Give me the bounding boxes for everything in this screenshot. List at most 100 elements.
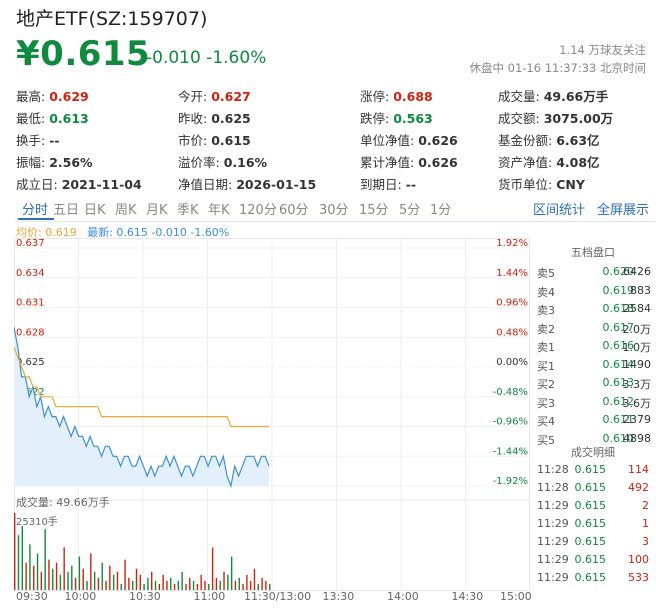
pct-tick-label: 0.96%: [496, 298, 528, 309]
quote-label: 成交额:: [498, 111, 540, 126]
volume-bar: [109, 565, 111, 590]
pct-tick-label: 0.00%: [496, 357, 528, 368]
volume-bar: [44, 529, 46, 590]
tab-11[interactable]: 5分: [399, 203, 421, 218]
quote-item: 市价: 0.615: [178, 130, 251, 149]
trade-time: 11:28: [537, 481, 569, 494]
volume-bar: [139, 574, 141, 590]
pct-tick-label: -0.96%: [493, 417, 528, 428]
tab-5[interactable]: 季K: [177, 203, 199, 218]
volume-bar: [25, 562, 27, 590]
volume-bar: [269, 583, 271, 590]
quote-label: 今开:: [178, 89, 208, 104]
tab-1[interactable]: 五日: [53, 203, 80, 218]
volume-bar: [97, 577, 100, 590]
quote-item: 今开: 0.627: [178, 86, 251, 105]
volume-bar: [265, 580, 267, 590]
x-tick-label: 09:30: [16, 590, 48, 603]
fullscreen-link[interactable]: 全屏展示: [597, 203, 650, 218]
intraday-chart[interactable]: 0.637 1.92% 0.634 1.44% 0.631 0.96% 0.628 0.48%…: [14, 238, 530, 614]
orderbook-side: 买4: [537, 415, 555, 428]
volume-bar: [204, 580, 206, 590]
current-price: ¥0.615: [16, 34, 151, 74]
orderbook-header: 五档盘口: [571, 246, 615, 259]
quote-item: 基金份额: 6.63亿: [498, 130, 600, 149]
tab-2[interactable]: 日K: [84, 203, 106, 218]
tab-3[interactable]: 周K: [115, 203, 137, 218]
quote-item: 振幅: 2.56%: [16, 152, 93, 171]
volume-bar: [82, 568, 84, 590]
tab-8[interactable]: 60分: [279, 203, 309, 218]
trade-time: 11:29: [537, 517, 569, 530]
followers-count[interactable]: 1.14 万球友关注: [559, 43, 646, 57]
volume-bar: [74, 577, 77, 590]
volume-bar: [238, 577, 240, 590]
quote-item: 成立日: 2021-11-04: [16, 174, 142, 193]
range-stats-link[interactable]: 区间统计: [533, 203, 586, 218]
pct-tick-label: 1.44%: [496, 268, 528, 279]
orderbook-volume: 6426: [623, 265, 651, 278]
quote-item: 货币单位: CNY: [498, 174, 585, 193]
x-tick-label: 10:30: [129, 590, 161, 603]
pct-tick-label: -0.48%: [493, 387, 528, 398]
x-tick-label: 13:30: [322, 590, 355, 603]
volume-bar: [55, 562, 58, 590]
trade-volume: 1: [642, 517, 649, 530]
quote-item: 涨停: 0.688: [360, 86, 433, 105]
tab-9[interactable]: 30分: [319, 203, 349, 218]
x-tick-label: 14:30: [451, 590, 484, 603]
trade-volume: 114: [628, 463, 649, 476]
x-tick-label: 14:00: [387, 590, 419, 603]
trade-time: 11:29: [537, 553, 569, 566]
quote-item: 成交量: 49.66万手: [498, 86, 608, 105]
orderbook-side: 买1: [537, 359, 555, 373]
tab-12[interactable]: 1分: [430, 203, 452, 218]
tab-6[interactable]: 年K: [208, 203, 230, 218]
orderbook-price: 0.614: [602, 357, 635, 371]
volume-info: 成交量: 49.66万手: [16, 496, 110, 509]
quote-item: 换手: --: [16, 130, 60, 149]
volume-bar: [211, 547, 214, 590]
volume-bar: [135, 568, 138, 590]
tab-10[interactable]: 15分: [359, 203, 389, 218]
quote-item: 昨收: 0.625: [178, 108, 251, 127]
volume-bar: [173, 583, 176, 590]
volume-bar: [101, 562, 103, 590]
volume-bar: [196, 583, 199, 590]
volume-bar: [116, 571, 119, 590]
latest-price-legend: 最新: 0.615 -0.010 -1.60%: [87, 226, 230, 239]
volume-bar: [90, 553, 92, 590]
orderbook-volume: 2.0万: [622, 322, 652, 336]
quote-label: 单位净值:: [360, 133, 415, 148]
orderbook-side: 买5: [537, 433, 555, 447]
orderbook-volume: 3.6万: [622, 396, 652, 410]
orderbook-price: 0.618: [602, 302, 635, 315]
orderbook-volume: 3.3万: [622, 378, 652, 391]
volume-bar: [105, 580, 107, 590]
volume-bar: [185, 583, 187, 590]
trade-price: 0.615: [574, 517, 607, 530]
orderbook-price: 0.612: [602, 394, 635, 408]
quote-label: 累计净值:: [360, 155, 415, 170]
tab-4[interactable]: 月K: [146, 203, 168, 218]
quote-value: 0.563: [393, 111, 433, 126]
tab-7[interactable]: 120分: [239, 203, 277, 218]
quote-value: 0.16%: [223, 155, 268, 170]
orderbook-volume: 2584: [623, 302, 651, 315]
volume-bar: [143, 583, 145, 590]
avg-line: [14, 346, 269, 428]
pct-tick-label: 1.92%: [496, 238, 528, 249]
trade-price: 0.615: [574, 535, 607, 548]
orderbook-volume: 4898: [623, 431, 651, 445]
orderbook-side: 卖1: [537, 341, 555, 354]
trade-time: 11:29: [537, 571, 569, 584]
volume-bar: [249, 580, 252, 590]
market-status: 休盘中 01-16 11:37:33 北京时间: [469, 61, 646, 75]
x-tick-label: 10:00: [64, 590, 97, 603]
quote-label: 换手:: [16, 133, 46, 148]
orderbook-price: 0.610: [602, 431, 635, 445]
tab-0[interactable]: 分时: [22, 203, 49, 218]
pct-tick-label: -1.44%: [493, 446, 528, 457]
trade-volume: 533: [628, 571, 649, 584]
orderbook-side: 卖3: [537, 304, 555, 317]
